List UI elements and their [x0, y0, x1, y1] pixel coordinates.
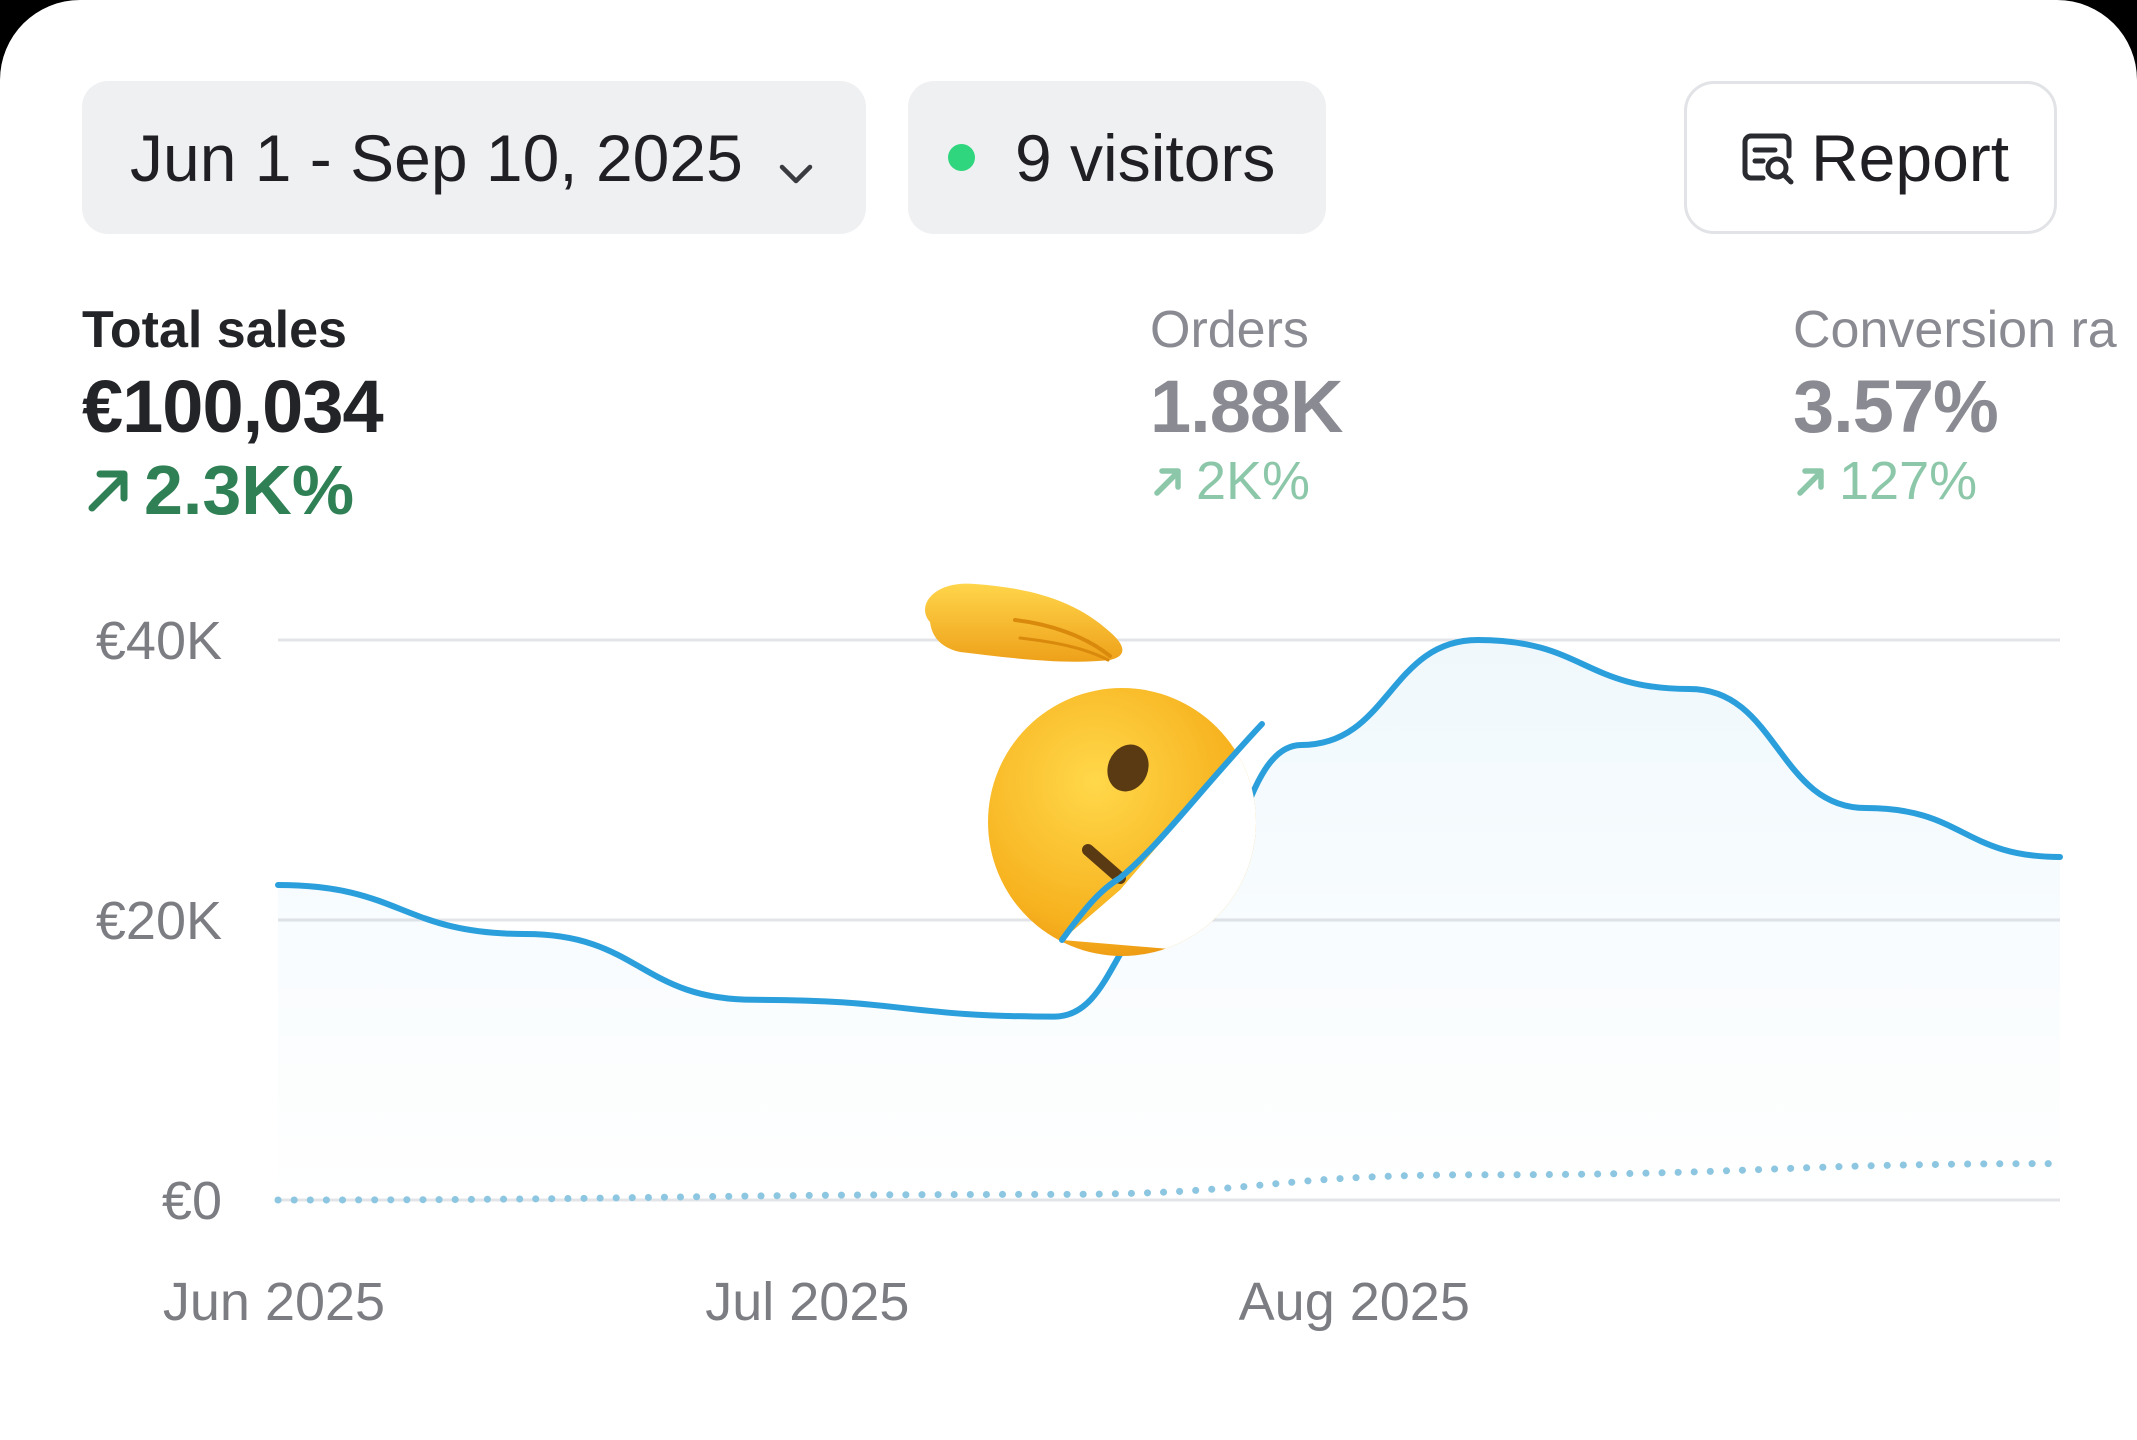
visitors-label: 9 visitors: [1015, 120, 1276, 195]
date-range-label: Jun 1 - Sep 10, 2025: [130, 120, 743, 195]
metric-value: 3.57%: [1793, 365, 1999, 448]
metric-total-sales[interactable]: Total sales €100,034 2.3K%: [82, 300, 384, 530]
metric-change-value: 2K%: [1196, 451, 1311, 511]
report-label: Report: [1811, 120, 2010, 195]
comparison-series-line: [274, 1160, 2064, 1204]
x-tick-label: Aug 2025: [1239, 1272, 1470, 1332]
metric-change-value: 2.3K%: [144, 451, 355, 529]
y-tick-label: €0: [162, 1171, 222, 1231]
metric-label: Orders: [1150, 301, 1309, 359]
metric-change: 127%: [1793, 450, 2117, 512]
metric-change: 2K%: [1150, 450, 1342, 512]
y-axis-ticks: €40K €20K €0: [96, 611, 222, 1231]
metric-label: Conversion ra: [1793, 301, 2117, 359]
live-visitors-badge[interactable]: 9 visitors: [908, 81, 1326, 234]
x-axis-ticks: Jun 2025 Jul 2025 Aug 2025: [163, 1272, 1470, 1332]
live-status-dot: [948, 144, 975, 171]
x-tick-label: Jul 2025: [705, 1272, 909, 1332]
arrow-up-right-icon: [82, 464, 134, 516]
metric-change: 2.3K%: [82, 450, 383, 530]
metric-value: 1.88K: [1150, 365, 1343, 448]
arrow-up-right-icon: [1793, 463, 1829, 499]
arrow-up-right-icon: [1150, 463, 1186, 499]
date-range-picker[interactable]: Jun 1 - Sep 10, 2025: [82, 81, 866, 234]
y-tick-label: €20K: [96, 891, 222, 951]
metric-value: €100,034: [82, 365, 384, 448]
metric-change-value: 127%: [1839, 451, 1978, 511]
report-button[interactable]: Report: [1684, 81, 2057, 234]
report-search-icon: [1737, 128, 1797, 188]
metric-orders[interactable]: Orders 1.88K 2K%: [1150, 300, 1343, 512]
metric-label: Total sales: [82, 301, 347, 359]
x-tick-label: Jun 2025: [163, 1272, 385, 1332]
metric-conversion-rate[interactable]: Conversion ra 3.57% 127%: [1793, 300, 2117, 512]
chevron-down-icon: [774, 135, 818, 211]
sales-line-chart[interactable]: €40K €20K €0 Jun 2025 Jul 2025 Aug 2025: [0, 560, 2137, 1440]
y-tick-label: €40K: [96, 611, 222, 671]
